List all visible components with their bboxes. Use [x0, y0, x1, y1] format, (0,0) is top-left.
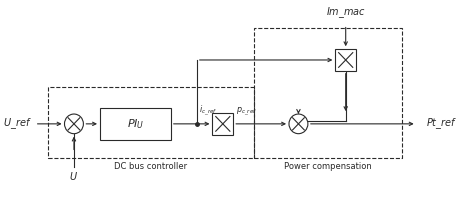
Text: DC bus controller: DC bus controller	[114, 162, 187, 171]
Text: $U$: $U$	[70, 170, 78, 181]
Text: $p_{c\_ref}$: $p_{c\_ref}$	[236, 105, 257, 118]
Bar	[100, 108, 171, 140]
Bar	[335, 49, 356, 71]
Text: $Pt\_ref$: $Pt\_ref$	[426, 117, 457, 131]
Bar	[212, 113, 233, 135]
Text: $U\_ref$: $U\_ref$	[3, 117, 32, 131]
Bar	[48, 87, 254, 158]
Circle shape	[289, 114, 308, 134]
Text: $Im\_mac$: $Im\_mac$	[326, 5, 365, 20]
Bar	[254, 28, 402, 158]
Text: Power compensation: Power compensation	[284, 162, 372, 171]
Text: $PI_U$: $PI_U$	[127, 117, 144, 131]
Circle shape	[64, 114, 83, 134]
Text: $i_{c\_ref}$: $i_{c\_ref}$	[200, 104, 218, 118]
